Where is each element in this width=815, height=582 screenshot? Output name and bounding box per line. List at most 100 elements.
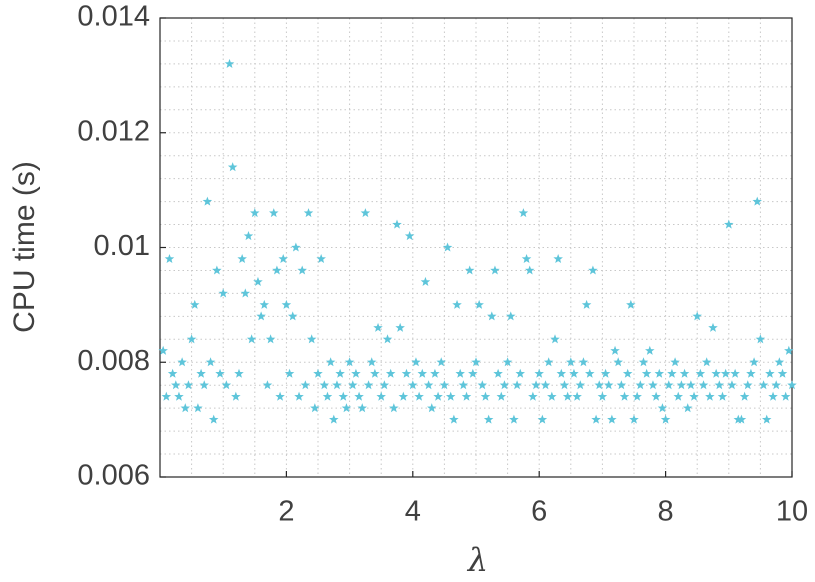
point bbox=[389, 403, 399, 413]
point bbox=[765, 368, 775, 378]
point bbox=[310, 403, 320, 413]
point bbox=[509, 414, 519, 424]
point bbox=[306, 334, 317, 344]
point bbox=[679, 368, 690, 378]
point bbox=[319, 380, 330, 390]
point bbox=[224, 58, 235, 68]
point bbox=[622, 368, 633, 378]
point bbox=[221, 380, 232, 390]
y-tick-label: 0.012 bbox=[77, 115, 150, 147]
point bbox=[262, 380, 273, 390]
point bbox=[755, 334, 766, 344]
point bbox=[427, 403, 437, 413]
x-tick-label: 6 bbox=[531, 496, 547, 528]
point bbox=[433, 391, 443, 401]
point bbox=[780, 391, 791, 401]
point bbox=[341, 403, 352, 413]
point bbox=[471, 357, 481, 367]
point bbox=[297, 265, 307, 275]
point bbox=[502, 357, 513, 367]
point bbox=[177, 357, 187, 367]
point bbox=[174, 391, 184, 401]
point bbox=[243, 231, 254, 241]
point bbox=[752, 196, 762, 206]
point bbox=[603, 380, 614, 390]
point bbox=[496, 391, 507, 401]
axes-box bbox=[159, 17, 793, 478]
point bbox=[218, 288, 228, 298]
point bbox=[673, 391, 683, 401]
point bbox=[401, 368, 412, 378]
point bbox=[534, 368, 544, 378]
point bbox=[430, 368, 440, 378]
point bbox=[629, 414, 639, 424]
point bbox=[199, 380, 209, 390]
point bbox=[487, 311, 497, 321]
point bbox=[736, 414, 747, 424]
point bbox=[657, 403, 668, 413]
point bbox=[272, 265, 282, 275]
point bbox=[376, 391, 386, 401]
point bbox=[303, 208, 314, 218]
point bbox=[610, 345, 620, 355]
point bbox=[183, 380, 194, 390]
point bbox=[768, 391, 778, 401]
point bbox=[566, 357, 576, 367]
point bbox=[597, 391, 608, 401]
point bbox=[758, 380, 769, 390]
point bbox=[363, 380, 374, 390]
point bbox=[458, 380, 469, 390]
point bbox=[575, 380, 586, 390]
point bbox=[167, 368, 178, 378]
point bbox=[186, 334, 197, 344]
point bbox=[572, 391, 582, 401]
point bbox=[325, 357, 336, 367]
point bbox=[585, 368, 595, 378]
point bbox=[265, 334, 276, 344]
point bbox=[512, 380, 522, 390]
point bbox=[338, 391, 349, 401]
point bbox=[660, 414, 671, 424]
point bbox=[506, 311, 516, 321]
point bbox=[404, 231, 415, 241]
point bbox=[600, 368, 611, 378]
point bbox=[692, 311, 702, 321]
point bbox=[360, 208, 371, 218]
point bbox=[550, 334, 560, 344]
point bbox=[354, 391, 364, 401]
point bbox=[676, 380, 687, 390]
point bbox=[259, 299, 270, 309]
point bbox=[196, 368, 206, 378]
point bbox=[613, 357, 623, 367]
point bbox=[161, 391, 172, 401]
point bbox=[632, 391, 642, 401]
point bbox=[607, 414, 617, 424]
point bbox=[588, 265, 598, 275]
point bbox=[490, 265, 500, 275]
point bbox=[556, 368, 567, 378]
point bbox=[379, 380, 390, 390]
point bbox=[408, 380, 418, 390]
point bbox=[689, 391, 699, 401]
point bbox=[275, 391, 285, 401]
point bbox=[398, 391, 409, 401]
point bbox=[164, 253, 175, 264]
point bbox=[521, 253, 532, 264]
point bbox=[278, 253, 288, 264]
point bbox=[746, 368, 756, 378]
point bbox=[698, 380, 709, 390]
point bbox=[581, 299, 592, 309]
point bbox=[474, 299, 484, 309]
point bbox=[777, 368, 788, 378]
point bbox=[237, 253, 247, 264]
point bbox=[231, 391, 241, 401]
point bbox=[332, 380, 342, 390]
point bbox=[442, 242, 453, 252]
point bbox=[641, 368, 652, 378]
point bbox=[537, 414, 548, 424]
point bbox=[461, 391, 472, 401]
point bbox=[559, 380, 570, 390]
point bbox=[562, 391, 573, 401]
point bbox=[695, 368, 706, 378]
point bbox=[651, 391, 661, 401]
